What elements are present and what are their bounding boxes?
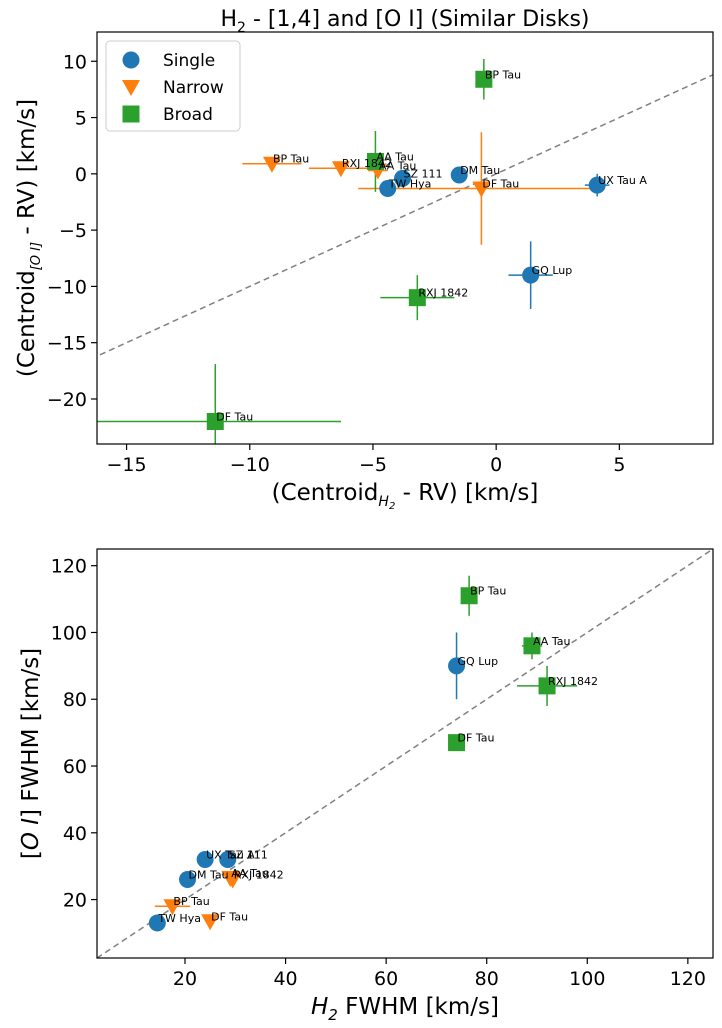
x-tick-label: 80: [475, 968, 499, 990]
data-point: [472, 181, 491, 198]
y-tick-label: 20: [63, 890, 87, 912]
one-to-one-line: [97, 73, 713, 358]
point-label: DF Tau: [482, 177, 519, 190]
data-point: [523, 637, 541, 655]
y-axis-title: [O I] FWHM [km/s]: [18, 648, 44, 859]
data-point: [448, 734, 466, 752]
point-label: AA Tau: [379, 159, 416, 172]
data-point: [223, 872, 242, 889]
data-point: [366, 152, 384, 170]
x-tick-label: 120: [670, 968, 706, 990]
point-label: BP Tau: [485, 68, 521, 81]
point-label: GQ Lup: [532, 264, 573, 277]
legend-marker: [122, 51, 140, 69]
x-tick-label: −10: [230, 454, 270, 476]
y-tick-label: 0: [75, 164, 87, 186]
y-tick-label: −10: [47, 276, 87, 298]
point-label: SZ 111: [229, 849, 268, 862]
point-label: RXJ 1842: [418, 287, 468, 300]
point-label: TW Hya: [388, 177, 432, 190]
x-tick-label: 60: [374, 968, 398, 990]
data-point: [201, 914, 220, 931]
data-point: [522, 266, 540, 284]
data-point: [538, 677, 556, 695]
chart-title: H2 - [1,4] and [O I] (Similar Disks): [220, 7, 589, 36]
y-tick-label: 40: [63, 823, 87, 845]
data-point: [148, 914, 166, 932]
axes-frame: [96, 31, 714, 445]
y-tick-label: 80: [63, 689, 87, 711]
x-tick-label: 0: [490, 454, 502, 476]
point-label: AA Tau: [376, 150, 413, 163]
point-label: DM Tau: [460, 164, 500, 177]
y-tick-label: −15: [47, 333, 87, 355]
point-label: BP Tau: [273, 153, 309, 166]
point-label: DF Tau: [458, 732, 495, 745]
point-label: GQ Lup: [458, 655, 499, 668]
data-point: [475, 70, 493, 88]
data-point: [379, 179, 397, 197]
point-label: DF Tau: [216, 410, 253, 423]
point-label: BP Tau: [470, 585, 506, 598]
point-label: DF Tau: [211, 910, 248, 923]
x-tick-label: −5: [359, 454, 387, 476]
data-point: [262, 156, 281, 173]
y-axis-title: (Centroid[O I] - RV) [km/s]: [14, 99, 44, 377]
data-point: [331, 161, 350, 178]
plot-area: [148, 575, 578, 932]
x-tick-label: 100: [569, 968, 605, 990]
point-label: SZ 111: [404, 167, 443, 180]
y-tick-label: 5: [75, 108, 87, 130]
legend: Single Narrow Broad: [105, 40, 241, 132]
legend-marker: [122, 80, 140, 96]
point-label: BP Tau: [173, 895, 209, 908]
y-tick-label: 120: [51, 556, 87, 578]
data-point: [196, 851, 214, 869]
one-to-one-line: [97, 549, 713, 958]
legend-label: Narrow: [163, 78, 224, 98]
point-label: UX Tau A: [598, 174, 647, 187]
x-tick-label: 20: [173, 968, 197, 990]
data-point: [450, 166, 468, 184]
plot-area: [97, 59, 610, 444]
y-tick-label: 60: [63, 756, 87, 778]
data-point: [460, 587, 478, 605]
legend-label: Broad: [163, 105, 213, 125]
data-point: [206, 412, 224, 430]
point-label: DM Tau: [189, 869, 229, 882]
point-label: RXJ 1842: [234, 869, 284, 882]
point-label: AA Tau: [533, 635, 570, 648]
y-tick-label: −5: [59, 220, 87, 242]
point-label: AA Tau: [231, 867, 268, 880]
data-point: [219, 851, 237, 869]
y-tick-label: −20: [47, 389, 87, 411]
y-tick-label: 100: [51, 622, 87, 644]
x-tick-label: −15: [107, 454, 147, 476]
legend-label: Single: [163, 51, 215, 71]
x-tick-label: 40: [273, 968, 297, 990]
point-label: RXJ 1842: [548, 675, 598, 688]
y-tick-label: 10: [63, 51, 87, 73]
x-axis-title: (CentroidH2 - RV) [km/s]: [272, 480, 539, 512]
data-point: [163, 899, 182, 916]
data-point: [408, 289, 426, 307]
data-point: [179, 871, 197, 889]
axes-frame: [96, 548, 714, 959]
point-label: TW Hya: [157, 912, 201, 925]
data-point: [394, 169, 412, 187]
data-point: [448, 657, 466, 675]
legend-marker: [122, 105, 140, 123]
data-point: [588, 176, 606, 194]
point-label: UX Tau A: [206, 849, 255, 862]
x-axis-title: H2 FWHM [km/s]: [311, 994, 499, 1024]
x-tick-label: 5: [613, 454, 625, 476]
point-label: RXJ 1842: [342, 157, 392, 170]
